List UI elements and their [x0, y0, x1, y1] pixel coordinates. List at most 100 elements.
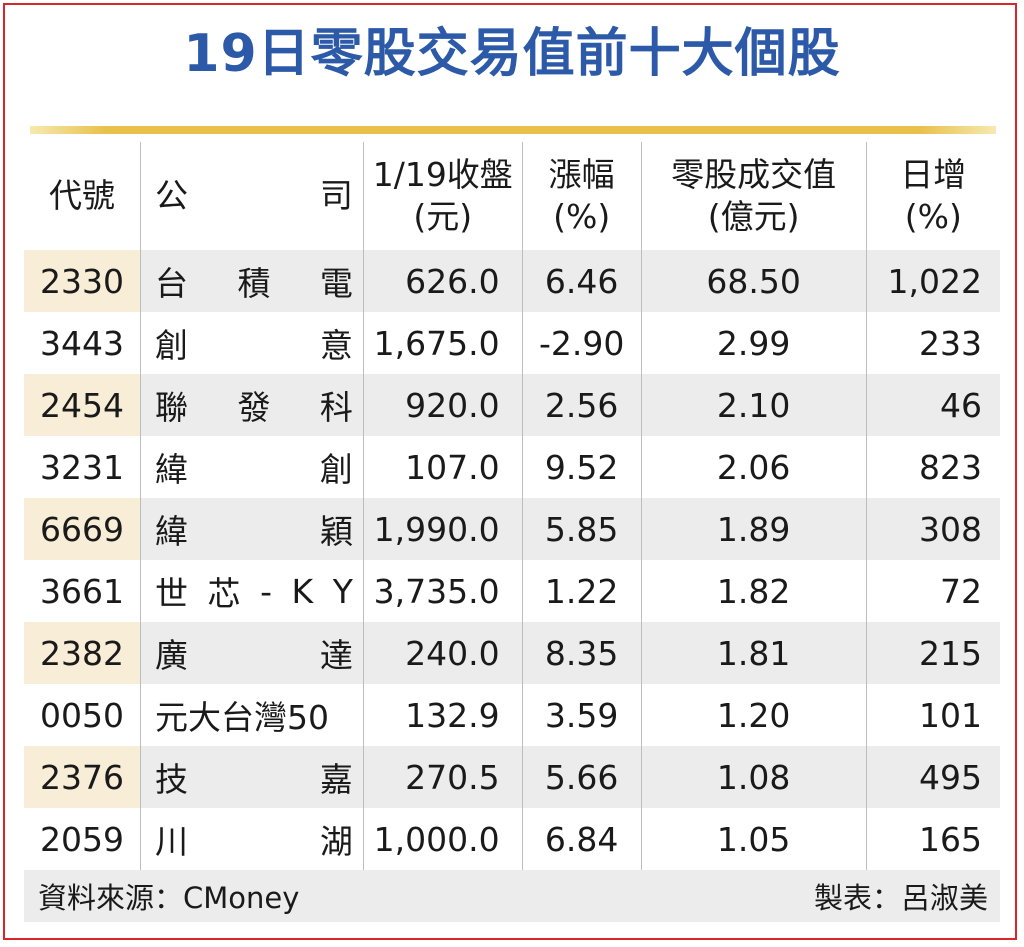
header-increase-line1: 日增	[900, 154, 967, 194]
table-row: 3661 世芯 - K Y 3,735.0 1.22 1.82 72	[24, 560, 1000, 622]
company-name-char: 技	[155, 760, 189, 799]
company-name-char: 積	[237, 264, 271, 303]
stock-code: 0050	[40, 695, 124, 735]
close-price: 270.5	[362, 746, 523, 808]
company-name: 台積電	[140, 250, 364, 312]
company-name: 創意	[140, 312, 364, 374]
close-price: 240.0	[362, 622, 523, 684]
header-change-line2: (%)	[553, 197, 611, 236]
header-code: 代號	[49, 175, 115, 215]
table-footer: 資料來源：CMoney 製表：呂淑美	[24, 870, 1000, 922]
company-name-char: 意	[319, 326, 353, 365]
table-row: 3443 創意 1,675.0 -2.90 2.99 233	[24, 312, 1000, 374]
stock-code: 2382	[24, 622, 141, 684]
company-name: 技嘉	[140, 746, 364, 808]
stock-code: 3443	[40, 323, 124, 363]
header-value-line1: 零股成交值	[671, 154, 837, 194]
stock-code: 6669	[24, 498, 141, 560]
graphic-frame	[3, 3, 1017, 940]
company-name-char: 芯	[207, 574, 241, 613]
stock-code: 3661	[40, 571, 124, 611]
company-name-char: 科	[319, 388, 353, 427]
odd-lot-value: 2.10	[640, 374, 867, 436]
stock-code: 3231	[40, 447, 124, 487]
company-name-char: -	[260, 571, 272, 611]
change-percent: 3.59	[521, 684, 642, 746]
table-row: 2382 廣達 240.0 8.35 1.81 215	[24, 622, 1000, 684]
daily-increase: 308	[865, 498, 1000, 560]
header-value: 零股成交值 (億元)	[640, 142, 867, 250]
header-increase: 日增 (%)	[865, 142, 1000, 250]
close-price: 920.0	[362, 374, 523, 436]
table-row: 2376 技嘉 270.5 5.66 1.08 495	[24, 746, 1000, 808]
close-price: 626.0	[362, 250, 523, 312]
company-name: 廣達	[140, 622, 364, 684]
odd-lot-value: 1.82	[640, 560, 867, 622]
company-name-char: 發	[237, 388, 271, 427]
change-percent: 6.46	[521, 250, 642, 312]
header-increase-line2: (%)	[904, 197, 962, 236]
odd-lot-value: 1.81	[640, 622, 867, 684]
company-name-char: 緯	[155, 512, 189, 551]
company-name-char: 川	[155, 822, 189, 861]
change-percent: 6.84	[521, 808, 642, 870]
company-name-char: 創	[319, 450, 353, 489]
author-note: 製表：呂淑美	[813, 881, 988, 915]
close-price: 1,000.0	[362, 808, 523, 870]
header-company: 公 司	[140, 142, 364, 250]
title-divider	[30, 126, 996, 134]
odd-lot-value: 1.89	[640, 498, 867, 560]
daily-increase: 46	[865, 374, 1000, 436]
table-row: 0050 元大台灣50 132.9 3.59 1.20 101	[24, 684, 1000, 746]
header-close: 1/19收盤 (元)	[362, 142, 523, 250]
change-percent: 9.52	[521, 436, 642, 498]
odd-lot-top10-table: 代號 公 司 1/19收盤 (元) 漲幅 (%) 零股成交值 (億元) 日增	[24, 142, 1000, 870]
company-name-char: 創	[155, 326, 189, 365]
daily-increase: 233	[865, 312, 1000, 374]
daily-increase: 1,022	[865, 250, 1000, 312]
company-name: 緯創	[140, 436, 364, 498]
change-percent: 8.35	[521, 622, 642, 684]
company-name-char: 嘉	[319, 760, 353, 799]
daily-increase: 72	[865, 560, 1000, 622]
company-name-char: 廣	[155, 636, 189, 675]
table-row: 2454 聯 發 科 920.0 2.56 2.10 46	[24, 374, 1000, 436]
company-name-char: 湖	[319, 822, 353, 861]
company-name-char: 電	[319, 264, 353, 303]
company-name: 聯發科	[140, 374, 364, 436]
odd-lot-value: 1.08	[640, 746, 867, 808]
table-row: 2059 川湖 1,000.0 6.84 1.05 165	[24, 808, 1000, 870]
company-name-char: 達	[319, 636, 353, 675]
source-note: 資料來源：CMoney	[38, 881, 300, 915]
odd-lot-value: 2.99	[640, 312, 867, 374]
close-price: 1,990.0	[362, 498, 523, 560]
close-price: 107.0	[362, 436, 523, 498]
table-row: 6669 緯穎 1,990.0 5.85 1.89 308	[24, 498, 1000, 560]
table-row: 3231 緯創 107.0 9.52 2.06 823	[24, 436, 1000, 498]
company-name: 緯穎	[140, 498, 364, 560]
company-name-char: 穎	[319, 512, 353, 551]
stock-code: 2376	[24, 746, 141, 808]
daily-increase: 101	[865, 684, 1000, 746]
change-percent: 1.22	[521, 560, 642, 622]
company-name: 川湖	[140, 808, 364, 870]
change-percent: -2.90	[521, 312, 642, 374]
close-price: 132.9	[362, 684, 523, 746]
company-name-char: 台	[155, 264, 189, 303]
header-change: 漲幅 (%)	[521, 142, 642, 250]
table-header-row: 代號 公 司 1/19收盤 (元) 漲幅 (%) 零股成交值 (億元) 日增	[24, 142, 1000, 250]
header-change-line1: 漲幅	[548, 154, 615, 194]
header-close-line2: (元)	[413, 197, 473, 236]
daily-increase: 823	[865, 436, 1000, 498]
close-price: 1,675.0	[362, 312, 523, 374]
table-row: 2330 台 積 電 626.0 6.46 68.50 1,022	[24, 250, 1000, 312]
change-percent: 5.85	[521, 498, 642, 560]
stock-code: 2059	[40, 819, 124, 859]
header-company-right: 司	[319, 175, 353, 215]
daily-increase: 165	[865, 808, 1000, 870]
daily-increase: 215	[865, 622, 1000, 684]
header-value-line2: (億元)	[707, 197, 800, 236]
odd-lot-value: 1.20	[640, 684, 867, 746]
company-name: 元大台灣50	[140, 684, 364, 746]
stock-code: 2454	[24, 374, 141, 436]
